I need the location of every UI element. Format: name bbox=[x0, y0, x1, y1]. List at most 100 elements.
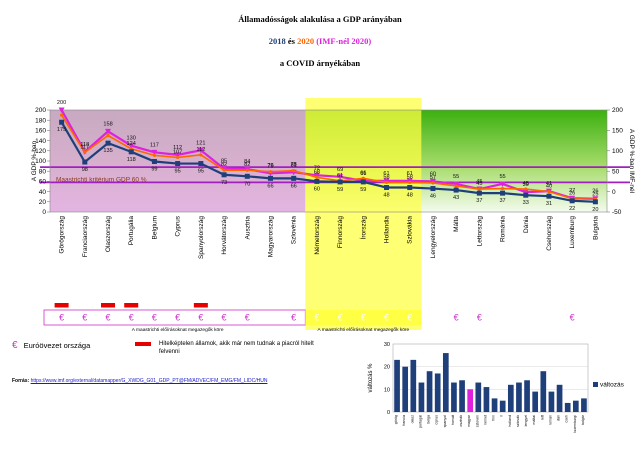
data-label-imf2020: 27 bbox=[569, 188, 575, 194]
bar-category-label: spanyol bbox=[443, 415, 447, 428]
point-imf2020 bbox=[522, 189, 529, 196]
category-label: Csehország bbox=[546, 216, 553, 251]
euro-marker: € bbox=[314, 313, 319, 323]
point-2020 bbox=[547, 190, 551, 194]
maastricht-label: Maastrichti kritérium GDP 60 % bbox=[56, 176, 147, 183]
category-label: Ausztria bbox=[244, 216, 251, 240]
change-bar bbox=[507, 384, 514, 412]
bar-category-label: lengyel bbox=[524, 415, 528, 427]
y2-tick-label: -50 bbox=[612, 209, 622, 216]
euro-icon: € bbox=[12, 340, 18, 351]
y-tick-label: 80 bbox=[39, 168, 47, 175]
y2-tick-label: 200 bbox=[612, 107, 623, 114]
category-labels: Görögország Franciaország Olaszország Portu… bbox=[59, 215, 600, 259]
bar-y-tick-label: 10 bbox=[384, 387, 390, 393]
change-bar bbox=[459, 380, 465, 412]
euro-marker: € bbox=[175, 313, 180, 323]
data-label-2020: 112 bbox=[196, 147, 205, 153]
bar-category-label: horvát bbox=[451, 415, 455, 425]
point-2018 bbox=[82, 159, 88, 165]
category-label: Belgium bbox=[151, 216, 158, 239]
data-label-imf2020: 60 bbox=[430, 171, 436, 177]
change-bar bbox=[491, 398, 498, 412]
euro-marker: € bbox=[570, 313, 575, 323]
category-label: Finnország bbox=[337, 216, 344, 249]
data-label-2020: 82 bbox=[221, 162, 227, 168]
y2-tick-label: 50 bbox=[612, 168, 620, 175]
category-label: Cyprus bbox=[175, 215, 182, 236]
point-2020 bbox=[500, 186, 505, 191]
point-2018 bbox=[151, 159, 157, 165]
point-2018 bbox=[221, 172, 227, 178]
data-label-imf2020: 117 bbox=[150, 142, 159, 148]
change-bar bbox=[418, 382, 425, 412]
category-label: Franciaország bbox=[82, 216, 89, 258]
data-label-2018: 20 bbox=[592, 207, 598, 213]
point-2018 bbox=[430, 186, 436, 192]
data-label-2018: 59 bbox=[360, 187, 366, 193]
data-label-2020: 58 bbox=[383, 174, 389, 180]
point-imf2020 bbox=[151, 149, 158, 156]
y-tick-label: 140 bbox=[35, 138, 46, 145]
data-label-2020: 117 bbox=[80, 144, 89, 150]
bar-category-label: szlovák bbox=[516, 415, 520, 427]
category-label: Szlovákia bbox=[407, 216, 414, 244]
euro-marker: € bbox=[152, 313, 157, 323]
change-bar bbox=[532, 391, 539, 412]
data-label-2018: 48 bbox=[383, 193, 389, 199]
change-bar bbox=[483, 387, 490, 412]
euro-marker: € bbox=[477, 313, 482, 323]
data-label-2018: 118 bbox=[127, 157, 136, 163]
euro-marker: € bbox=[82, 313, 87, 323]
y-tick-label: 20 bbox=[39, 199, 47, 206]
data-label-2018: 48 bbox=[407, 193, 413, 199]
data-label-2018: 59 bbox=[337, 187, 343, 193]
data-label-imf2020: 130 bbox=[127, 136, 136, 142]
point-2020 bbox=[83, 150, 87, 154]
point-imf2020 bbox=[58, 107, 65, 113]
change-bar bbox=[451, 382, 457, 412]
change-bar bbox=[516, 382, 522, 412]
source-link[interactable]: https://www.imf.org/external/datamapper/… bbox=[30, 378, 268, 384]
point-2020 bbox=[268, 170, 273, 174]
data-label-2018: 99 bbox=[151, 167, 157, 173]
maastricht-note-left: A maastrichti előírásoknat megazegők kör… bbox=[132, 327, 224, 333]
euro-marker: € bbox=[129, 313, 134, 323]
point-2020 bbox=[408, 180, 412, 185]
data-label-imf2020: 61 bbox=[360, 171, 366, 177]
point-2018 bbox=[453, 187, 459, 193]
change-bar bbox=[426, 371, 433, 412]
data-label-2020: 58 bbox=[407, 174, 413, 180]
point-imf2020 bbox=[313, 172, 320, 179]
euro-legend-label: Euróövezet országa bbox=[23, 341, 91, 350]
point-2020 bbox=[431, 181, 435, 185]
bar-category-label: olasz bbox=[410, 415, 414, 424]
series-line-2018 bbox=[60, 121, 596, 203]
heavy-debt-marker bbox=[193, 303, 208, 308]
data-label-2020: 82 bbox=[244, 162, 250, 168]
heavy-debt-marker bbox=[101, 303, 116, 308]
point-2020 bbox=[315, 175, 319, 179]
point-2020 bbox=[245, 168, 249, 172]
point-2018 bbox=[198, 161, 204, 167]
point-2020 bbox=[477, 187, 481, 191]
point-2018 bbox=[267, 175, 273, 181]
change-bar bbox=[524, 380, 530, 412]
y2-tick-label: 100 bbox=[612, 148, 623, 155]
imf-label: (IMF-nél 2020) bbox=[314, 36, 372, 46]
data-label-2018: 73 bbox=[221, 180, 227, 186]
category-label: Olaszország bbox=[105, 216, 112, 253]
change-bar bbox=[410, 359, 417, 412]
data-label-2018: 66 bbox=[291, 183, 297, 189]
data-label-2020: 124 bbox=[127, 141, 136, 147]
category-label: Románia bbox=[500, 216, 507, 242]
bar-category-label: holland bbox=[508, 415, 512, 427]
bar-category-label: magyar bbox=[467, 414, 471, 427]
point-2020 bbox=[524, 187, 528, 191]
data-label-2020: 61 bbox=[337, 173, 343, 179]
data-label-2020: 66 bbox=[360, 170, 366, 176]
data-label-2018: 37 bbox=[476, 198, 482, 204]
category-label: Horvátország bbox=[221, 216, 228, 255]
point-2020 bbox=[106, 133, 110, 138]
